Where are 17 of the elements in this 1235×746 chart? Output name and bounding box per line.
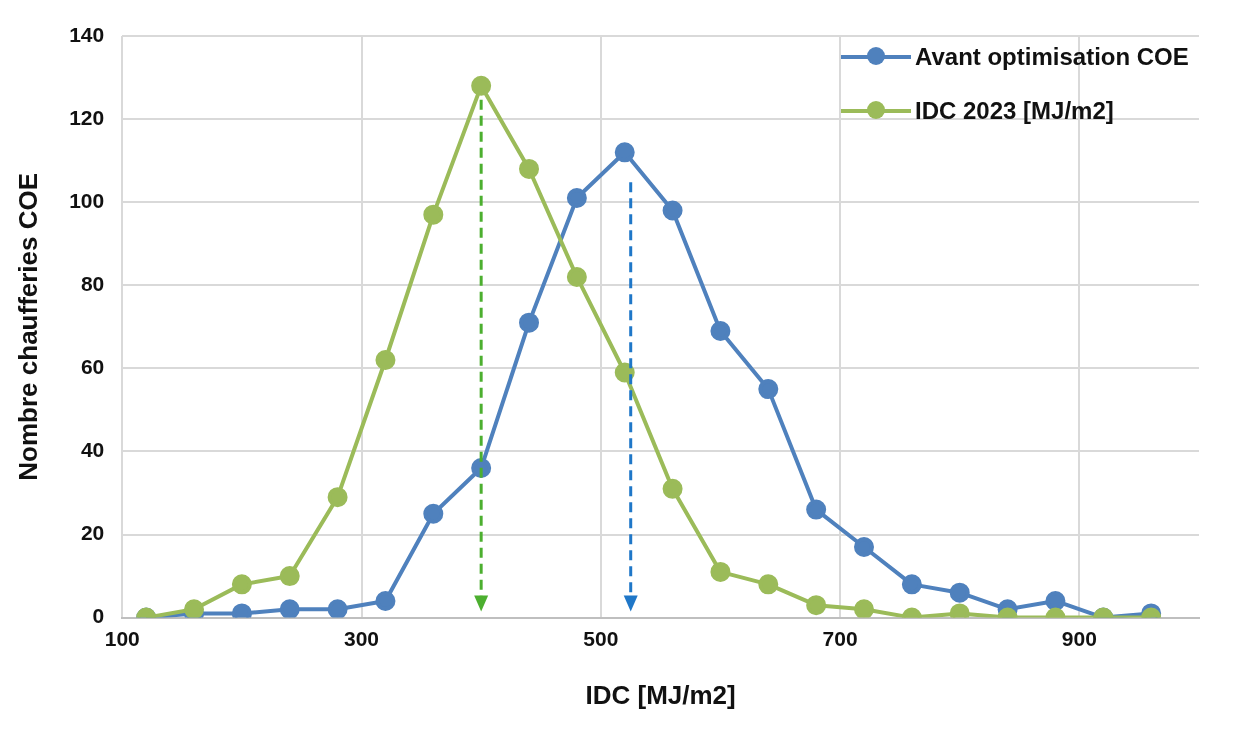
- legend-label: Avant optimisation COE: [915, 43, 1189, 71]
- legend-label: IDC 2023 [MJ/m2]: [915, 97, 1114, 125]
- y-axis-title: Nombre chaufferies COE: [12, 172, 43, 481]
- x-tick-label: 100: [104, 627, 140, 650]
- y-tick-label: 100: [69, 188, 105, 212]
- x-tick-label: 500: [583, 627, 619, 650]
- y-tick-label: 40: [80, 438, 105, 462]
- x-tick-label: 700: [822, 627, 858, 650]
- y-tick-label: 140: [69, 22, 105, 46]
- y-tick-label: 80: [80, 272, 105, 296]
- y-tick-label: 0: [92, 604, 105, 628]
- y-tick-label: 20: [80, 521, 105, 545]
- y-tick-label: 60: [80, 355, 105, 379]
- x-tick-label: 900: [1061, 627, 1097, 650]
- y-tick-label: 120: [69, 105, 105, 129]
- x-axis-title: IDC [MJ/m2]: [585, 679, 736, 710]
- x-tick-label: 300: [343, 627, 380, 650]
